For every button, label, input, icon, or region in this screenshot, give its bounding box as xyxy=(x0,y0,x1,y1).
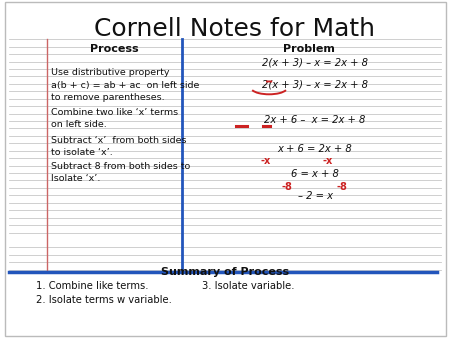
Text: 6 = x + 8: 6 = x + 8 xyxy=(291,169,339,179)
Text: 1. Combine like terms.: 1. Combine like terms. xyxy=(36,281,148,291)
Text: 2(x + 3) – x = 2x + 8: 2(x + 3) – x = 2x + 8 xyxy=(262,57,368,68)
Text: on left side.: on left side. xyxy=(51,120,107,129)
Text: Problem: Problem xyxy=(284,44,335,54)
Text: 2x + 6 –  x = 2x + 8: 2x + 6 – x = 2x + 8 xyxy=(264,115,366,125)
Text: Summary of Process: Summary of Process xyxy=(161,267,289,277)
Text: Subtract 8 from both sides to: Subtract 8 from both sides to xyxy=(51,162,190,171)
Text: 3. Isolate variable.: 3. Isolate variable. xyxy=(202,281,295,291)
Text: Combine two like ‘x’ terms: Combine two like ‘x’ terms xyxy=(51,108,178,117)
Text: – 2 = x: – 2 = x xyxy=(297,191,333,201)
Text: -8: -8 xyxy=(282,182,292,192)
Text: 2. Isolate terms w variable.: 2. Isolate terms w variable. xyxy=(36,295,172,305)
Text: Use distributive property: Use distributive property xyxy=(51,68,169,77)
Text: 2(x + 3) – x = 2x + 8: 2(x + 3) – x = 2x + 8 xyxy=(262,79,368,90)
Text: -x: -x xyxy=(323,156,333,167)
Text: -8: -8 xyxy=(337,182,347,192)
Text: a(b + c) = ab + ac  on left side: a(b + c) = ab + ac on left side xyxy=(51,81,199,90)
Text: x + 6 = 2x + 8: x + 6 = 2x + 8 xyxy=(278,144,352,154)
Text: -x: -x xyxy=(261,156,270,167)
Text: Isolate ‘x’.: Isolate ‘x’. xyxy=(51,174,100,183)
Text: Process: Process xyxy=(90,44,139,54)
Text: to isolate ‘x’.: to isolate ‘x’. xyxy=(51,148,112,157)
Text: Subtract ‘x’  from both sides: Subtract ‘x’ from both sides xyxy=(51,136,186,145)
Text: Cornell Notes for Math: Cornell Notes for Math xyxy=(94,17,374,41)
Text: to remove parentheses.: to remove parentheses. xyxy=(51,93,165,102)
